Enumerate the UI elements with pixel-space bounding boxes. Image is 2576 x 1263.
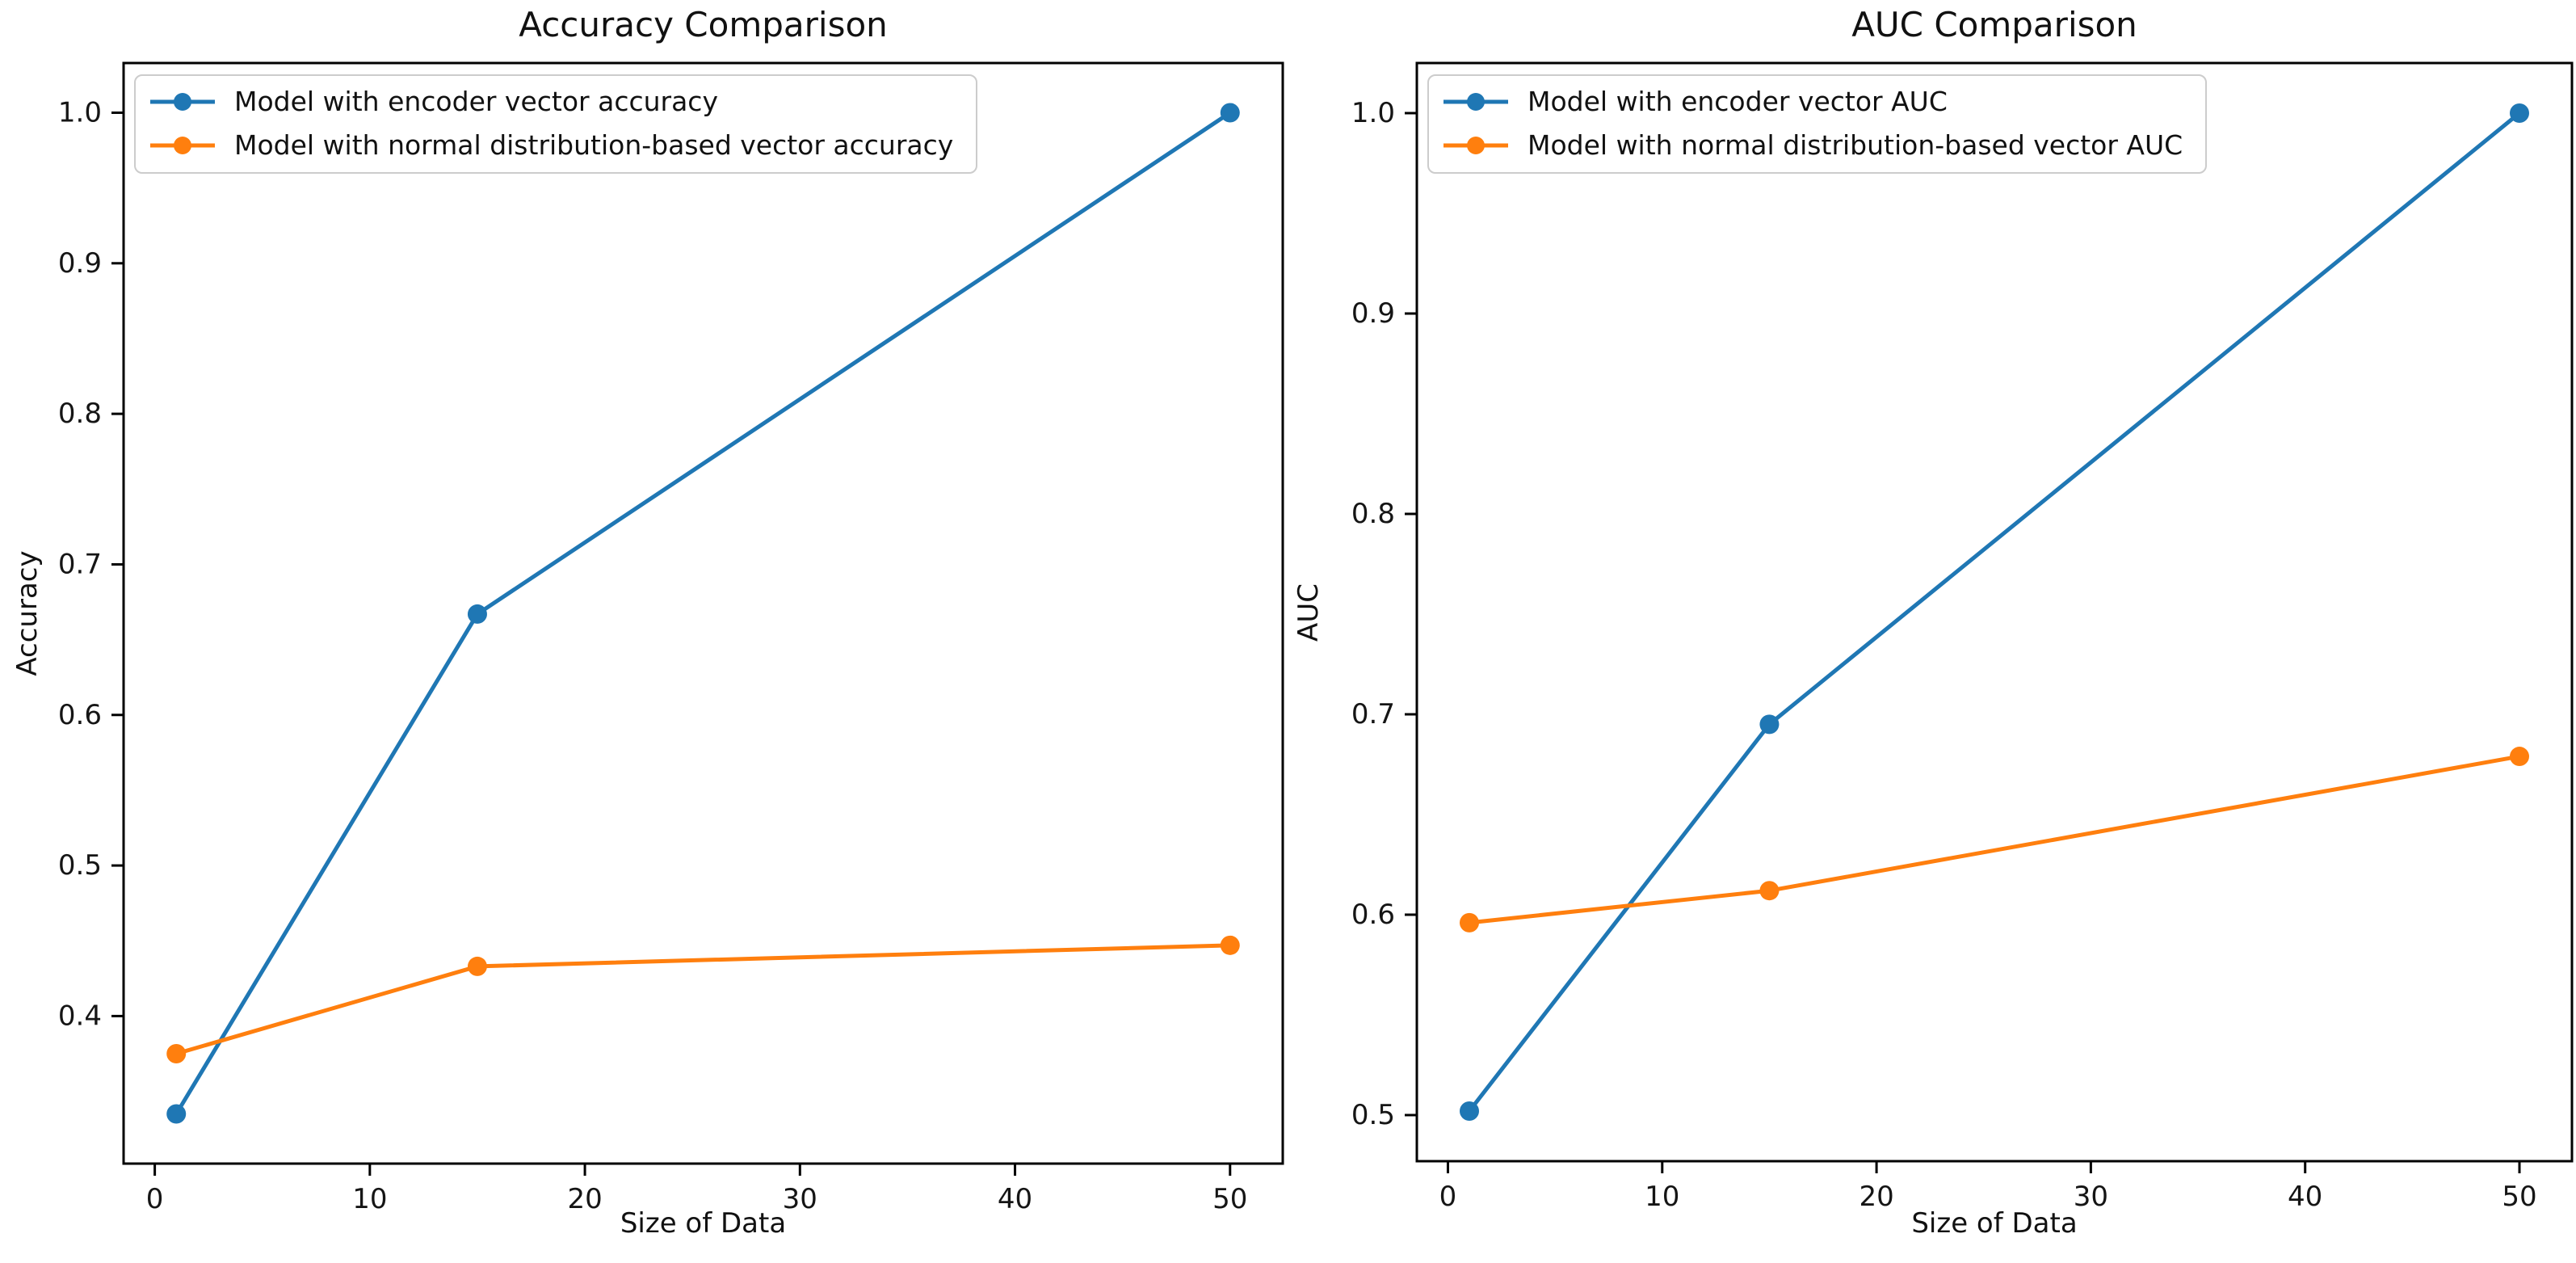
y-tick-label: 0.7	[1351, 698, 1395, 730]
plot-area-border	[122, 61, 1284, 1165]
y-tick-label: 0.5	[1351, 1099, 1395, 1131]
accuracy-chart-title: Accuracy Comparison	[519, 5, 888, 44]
data-point-marker	[1759, 714, 1780, 735]
accuracy-legend: Model with encoder vector accuracy Model…	[134, 74, 978, 174]
legend-line-marker-icon	[1443, 137, 1508, 155]
legend-entry-encoder-accuracy: Model with encoder vector accuracy	[149, 86, 953, 117]
data-point-marker	[467, 956, 487, 976]
y-tick-label: 1.0	[58, 96, 102, 128]
legend-line-marker-icon	[1443, 93, 1508, 112]
x-tick-label: 50	[2502, 1181, 2536, 1213]
data-point-marker	[2510, 103, 2529, 123]
legend-line-marker-icon	[150, 93, 215, 112]
series-line	[174, 943, 1233, 1056]
data-point-marker	[1759, 881, 1780, 901]
x-tick-label: 0	[1439, 1181, 1457, 1213]
x-tick-label: 10	[1645, 1181, 1679, 1213]
data-point-marker	[1220, 935, 1240, 955]
series-line	[1467, 111, 2522, 1114]
data-point-marker	[467, 604, 487, 624]
series-line	[1467, 754, 2522, 925]
legend-label: Model with normal distribution-based vec…	[1528, 129, 2183, 162]
accuracy-plot: 0 10 20 30 40 50 0.4 0.5 0.6 0.7 0.8 0.9 1.0	[58, 61, 1284, 1215]
y-tick-label: 0.6	[1351, 899, 1395, 931]
auc-y-axis-label: AUC	[1292, 583, 1325, 642]
y-tick-label: 1.0	[1351, 97, 1395, 129]
y-tick-label: 0.9	[58, 247, 102, 280]
y-tick-label: 0.7	[58, 548, 102, 580]
x-tick-label: 40	[2288, 1181, 2322, 1213]
y-tick-label: 0.4	[58, 1000, 102, 1032]
legend-label: Model with encoder vector AUC	[1528, 86, 1948, 117]
x-tick-label: 30	[783, 1183, 817, 1215]
y-tick-label: 0.8	[58, 398, 102, 430]
x-tick-label: 10	[352, 1183, 387, 1215]
x-tick-label: 50	[1212, 1183, 1247, 1215]
plot-area-border	[1415, 61, 2574, 1163]
series-line	[174, 110, 1233, 1117]
auc-plot: 0 10 20 30 40 50 0.5 0.6 0.7 0.8 0.9 1.0	[1351, 61, 2574, 1213]
y-tick-label: 0.9	[1351, 297, 1395, 330]
x-tick-label: 30	[2074, 1181, 2108, 1213]
auc-chart-title: AUC Comparison	[1851, 5, 2137, 44]
y-tick-label: 0.6	[58, 699, 102, 731]
accuracy-y-axis-label: Accuracy	[11, 550, 44, 676]
legend-label: Model with normal distribution-based vec…	[234, 129, 954, 162]
x-tick-label: 0	[146, 1183, 164, 1215]
data-point-marker	[1220, 103, 1240, 123]
y-tick-label: 0.8	[1351, 498, 1395, 530]
auc-legend: Model with encoder vector AUC Model with…	[1427, 74, 2208, 174]
legend-entry-encoder-auc: Model with encoder vector AUC	[1442, 86, 2183, 117]
x-tick-label: 20	[567, 1183, 602, 1215]
accuracy-x-axis-label: Size of Data	[620, 1207, 787, 1240]
x-tick-label: 40	[998, 1183, 1032, 1215]
legend-entry-normal-accuracy: Model with normal distribution-based vec…	[149, 129, 954, 162]
auc-x-axis-label: Size of Data	[1911, 1207, 2078, 1240]
data-point-marker	[1460, 1101, 1479, 1122]
x-tick-label: 20	[1859, 1181, 1893, 1213]
data-point-marker	[166, 1104, 187, 1124]
data-point-marker	[2510, 747, 2529, 767]
legend-line-marker-icon	[150, 137, 215, 155]
data-point-marker	[1460, 912, 1479, 933]
data-point-marker	[166, 1043, 187, 1063]
legend-entry-normal-auc: Model with normal distribution-based vec…	[1442, 129, 2183, 162]
legend-label: Model with encoder vector accuracy	[234, 86, 718, 117]
y-tick-label: 0.5	[58, 849, 102, 882]
